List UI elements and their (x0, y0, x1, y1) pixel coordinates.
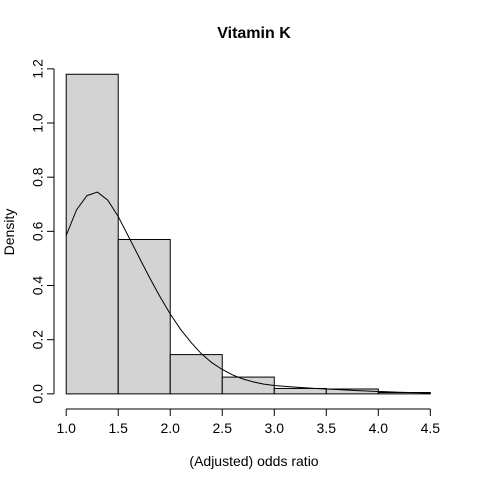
y-tick-label: 0.4 (30, 276, 46, 296)
histogram-bar-2 (117, 238, 171, 395)
density-curve (65, 191, 431, 394)
y-tick-label: 1.0 (30, 113, 46, 133)
x-axis: 1.0 1.5 2.0 2.5 3.0 3.5 4.0 4.5 (56, 408, 441, 436)
x-tick-label: 3.0 (265, 420, 285, 436)
x-tick-label: 2.5 (213, 420, 233, 436)
x-tick-label: 1.5 (108, 420, 128, 436)
y-tick-label: 0.2 (30, 330, 46, 350)
histogram-bar-5 (273, 387, 327, 395)
chart-title: Vitamin K (217, 25, 291, 42)
x-tick-label: 4.5 (421, 420, 441, 436)
y-tick-label: 0.8 (30, 167, 46, 187)
y-axis-label: Density (1, 209, 17, 256)
histogram-bar-4 (221, 376, 275, 395)
density-curve-layer (65, 191, 431, 394)
histogram-bar-1 (65, 73, 119, 395)
x-axis-label: (Adjusted) odds ratio (189, 453, 318, 469)
histogram-bar-3 (169, 354, 223, 395)
y-tick-label: 1.2 (30, 59, 46, 79)
x-tick-label: 4.0 (369, 420, 389, 436)
x-tick-label: 1.0 (56, 420, 76, 436)
x-tick-label: 2.0 (160, 420, 180, 436)
y-tick-label: 0.0 (30, 384, 46, 404)
bars-layer (65, 73, 431, 395)
y-tick-label: 0.6 (30, 221, 46, 241)
y-axis: 0.0 0.2 0.4 0.6 0.8 1.0 1.2 (30, 59, 55, 404)
x-tick-label: 3.5 (317, 420, 337, 436)
